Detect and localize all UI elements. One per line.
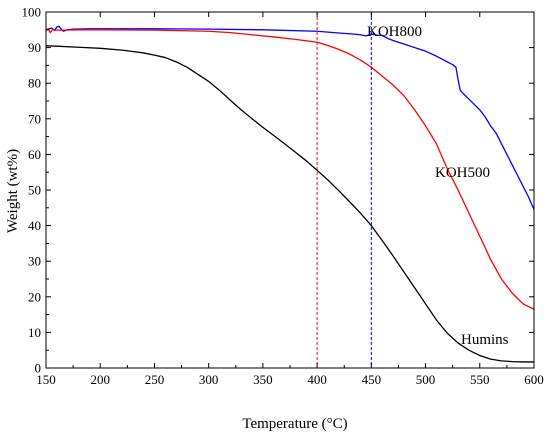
x-tick-label: 200 bbox=[90, 372, 110, 387]
y-tick-label: 50 bbox=[28, 183, 41, 198]
x-tick-label: 550 bbox=[470, 372, 490, 387]
y-tick-label: 90 bbox=[28, 40, 41, 55]
axis-ticks: 150 200 250 300 350 400 450 500 550 600 0 10 20 30 40 5… bbox=[22, 5, 544, 388]
y-tick-label: 0 bbox=[35, 361, 42, 376]
y-tick-label: 10 bbox=[28, 325, 41, 340]
x-tick-label: 600 bbox=[524, 372, 544, 387]
y-axis-title: Weight (wt%) bbox=[5, 149, 21, 233]
x-tick-label: 150 bbox=[36, 372, 56, 387]
y-tick-label: 100 bbox=[22, 5, 42, 20]
x-tick-label: 400 bbox=[307, 372, 327, 387]
y-tick-label: 20 bbox=[28, 289, 41, 304]
x-axis-title: Temperature (°C) bbox=[242, 416, 347, 432]
series-line-koh500 bbox=[45, 28, 535, 310]
y-tick-label: 80 bbox=[28, 76, 41, 91]
y-tick-label: 40 bbox=[28, 218, 41, 233]
plot-frame bbox=[45, 11, 535, 369]
y-tick-label: 60 bbox=[28, 147, 41, 162]
series-label-humins: Humins bbox=[461, 332, 509, 348]
series-label-koh500: KOH500 bbox=[435, 165, 490, 181]
x-tick-label: 350 bbox=[253, 372, 273, 387]
x-tick-label: 250 bbox=[145, 372, 165, 387]
y-tick-label: 30 bbox=[28, 254, 41, 269]
y-tick-label: 70 bbox=[28, 111, 41, 126]
series-line-koh800 bbox=[45, 25, 535, 210]
x-tick-label: 500 bbox=[416, 372, 436, 387]
series-line-humins bbox=[45, 45, 534, 363]
plot-lines bbox=[45, 25, 535, 363]
x-tick-label: 450 bbox=[362, 372, 382, 387]
reference-lines bbox=[316, 12, 372, 368]
series-label-koh800: KOH800 bbox=[367, 24, 422, 40]
x-tick-label: 300 bbox=[199, 372, 219, 387]
